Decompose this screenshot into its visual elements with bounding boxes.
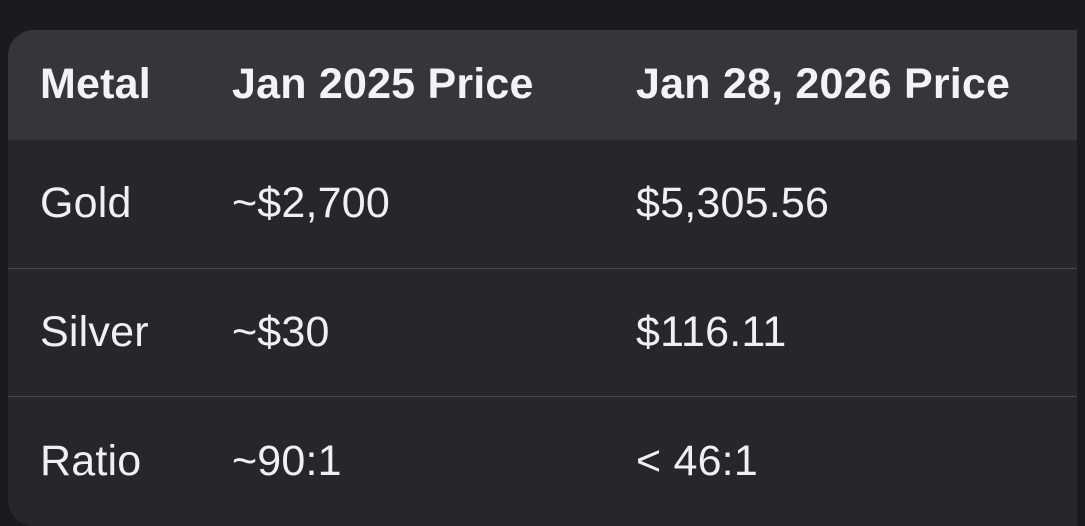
cell-jan-2025-price: ~$2,700: [232, 179, 391, 228]
column-header-jan-28-2026-price: Jan 28, 2026 Price: [636, 60, 1011, 109]
cell-jan-2025-price: ~$30: [232, 307, 330, 356]
cell-metal: Silver: [40, 307, 149, 356]
column-header-jan-2025-price: Jan 2025 Price: [232, 60, 534, 109]
table-row-silver: Silver ~$30 $116.11: [8, 268, 1077, 396]
table-body: Gold ~$2,700 $5,305.56 Silver ~$30 $116.…: [8, 140, 1077, 526]
table-row-gold: Gold ~$2,700 $5,305.56: [8, 140, 1077, 268]
cell-jan-28-2026-price: $116.11: [636, 307, 787, 356]
cell-jan-2025-price: ~90:1: [232, 436, 342, 485]
price-comparison-table: Metal Jan 2025 Price Jan 28, 2026 Price …: [8, 30, 1077, 526]
table-header-row: Metal Jan 2025 Price Jan 28, 2026 Price: [8, 30, 1077, 140]
cell-metal: Gold: [40, 179, 132, 228]
table-row-ratio: Ratio ~90:1 < 46:1: [8, 396, 1077, 526]
cell-metal: Ratio: [40, 436, 142, 485]
cell-jan-28-2026-price: < 46:1: [636, 436, 758, 485]
cell-jan-28-2026-price: $5,305.56: [636, 179, 830, 228]
column-header-metal: Metal: [40, 60, 151, 109]
